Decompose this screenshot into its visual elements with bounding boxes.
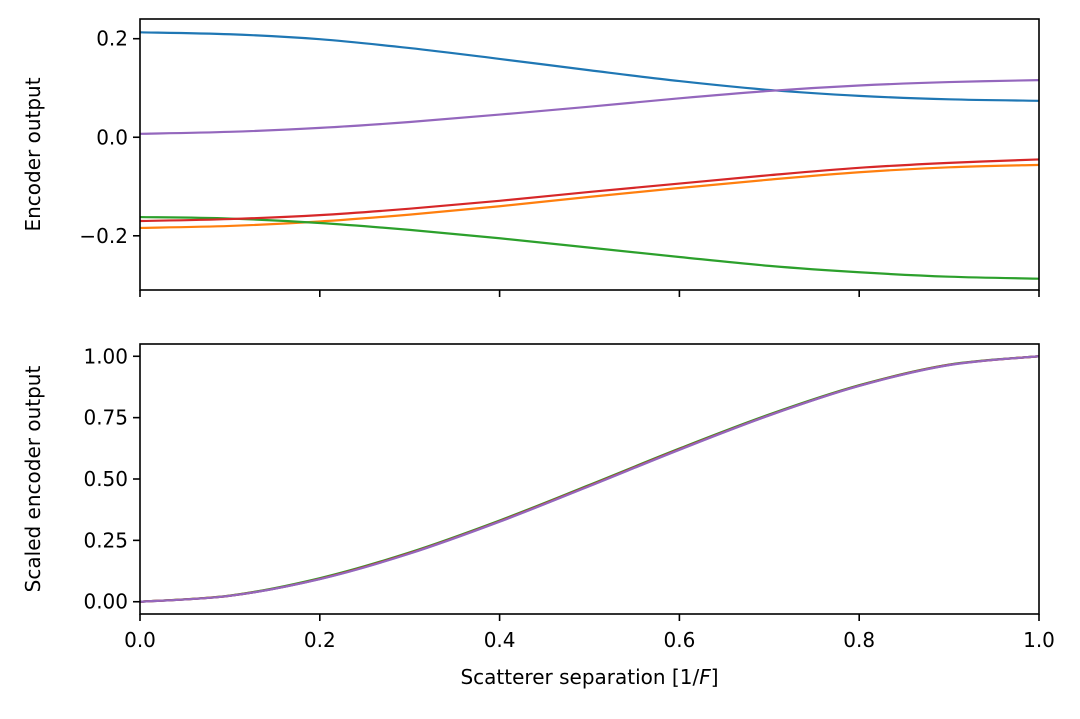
top-axes-frame bbox=[139, 18, 1040, 291]
top-y-axis-label: Encoder output bbox=[21, 77, 45, 231]
bottom-x-tick-label: 1.0 bbox=[1023, 628, 1055, 652]
top-y-tick-label: −0.2 bbox=[79, 224, 128, 248]
bottom-y-tick-label: 0.50 bbox=[83, 467, 128, 491]
x-axis-label-suffix: ] bbox=[711, 665, 719, 689]
top-line-series-3 bbox=[140, 215, 1039, 280]
top-line-series-2 bbox=[140, 163, 1039, 230]
bottom-x-tick-label: 0.6 bbox=[663, 628, 695, 652]
bottom-x-tick-label: 0.0 bbox=[124, 628, 156, 652]
x-axis-label-italic: F bbox=[699, 665, 711, 689]
bottom-line-series-4 bbox=[140, 355, 1039, 603]
top-line-series-1 bbox=[140, 31, 1039, 102]
top-line-series-5 bbox=[140, 79, 1039, 135]
bottom-line-series-1 bbox=[140, 355, 1039, 603]
bottom-line-series-3 bbox=[140, 355, 1039, 603]
top-series-group bbox=[140, 31, 1039, 280]
bottom-line-series-2 bbox=[140, 355, 1039, 603]
bottom-y-tick-label: 1.00 bbox=[83, 344, 128, 368]
top-line-series-4 bbox=[140, 158, 1039, 223]
top-y-tick-label: 0.0 bbox=[96, 125, 128, 149]
top-y-tick-label: 0.2 bbox=[96, 27, 128, 51]
bottom-series-group bbox=[140, 355, 1039, 603]
x-axis-label-prefix: Scatterer separation [1/ bbox=[460, 665, 699, 689]
bottom-x-tick-label: 0.2 bbox=[304, 628, 336, 652]
bottom-x-axis-label: Scatterer separation [1/F] bbox=[460, 665, 718, 689]
bottom-axes-frame bbox=[139, 343, 1040, 615]
bottom-y-tick-label: 0.25 bbox=[83, 528, 128, 552]
bottom-x-tick-label: 0.4 bbox=[484, 628, 516, 652]
encoder-output-panel: −0.2 0.0 0.2 Encoder output bbox=[21, 18, 1040, 297]
bottom-x-tick-label: 0.8 bbox=[843, 628, 875, 652]
bottom-y-axis-label: Scaled encoder output bbox=[21, 366, 45, 593]
bottom-y-tick-label: 0.75 bbox=[83, 406, 128, 430]
bottom-line-series-5 bbox=[140, 355, 1039, 603]
scaled-encoder-output-panel: 0.0 0.2 0.4 0.6 0.8 1.0 0.00 0.25 0.50 0.75 1.00 Sc… bbox=[21, 343, 1055, 689]
bottom-y-tick-label: 0.00 bbox=[83, 590, 128, 614]
